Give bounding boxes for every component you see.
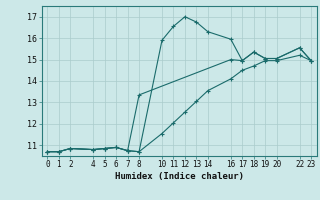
X-axis label: Humidex (Indice chaleur): Humidex (Indice chaleur) — [115, 172, 244, 181]
